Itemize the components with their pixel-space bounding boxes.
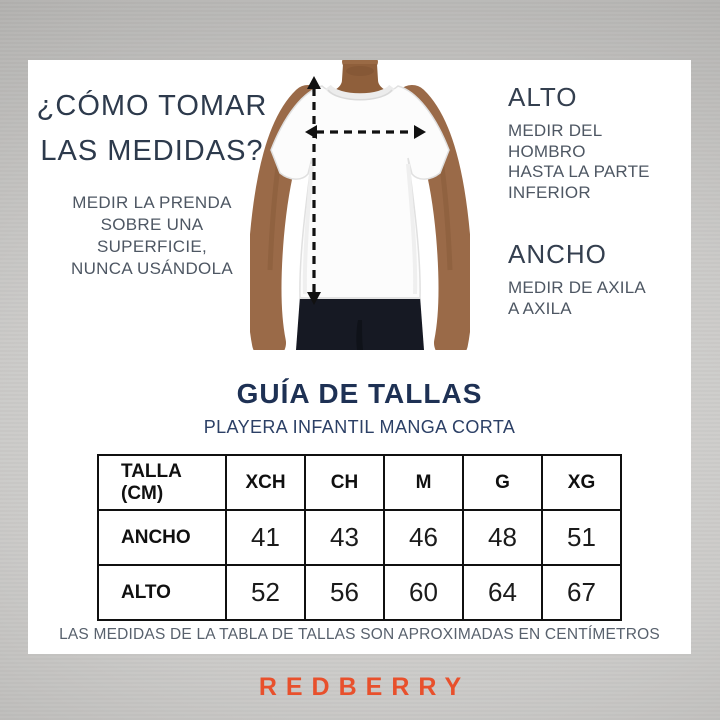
cell-alto-xg: 67	[541, 564, 622, 621]
child-head	[321, 60, 399, 95]
measurement-arrows	[305, 76, 426, 305]
child-tshirt-photo	[250, 60, 470, 350]
alto-title: ALTO	[508, 82, 578, 112]
note-line: MEDIR LA PRENDA	[72, 193, 232, 212]
col-header-talla: TALLA (CM)	[97, 454, 227, 511]
cell-ancho-xg: 51	[541, 509, 622, 566]
alto-desc-line: HASTA LA PARTE	[508, 162, 650, 181]
size-guide-title: GUÍA DE TALLAS	[236, 378, 483, 409]
note-line: NUNCA USÁNDOLA	[71, 259, 233, 278]
cell-ancho-m: 46	[383, 509, 464, 566]
size-table-footnote: LAS MEDIDAS DE LA TABLA DE TALLAS SON AP…	[59, 626, 660, 643]
how-to-measure-heading-line2: LAS MEDIDAS?	[40, 135, 264, 167]
cell-alto-xch: 52	[225, 564, 306, 621]
width-arrow-icon	[305, 125, 426, 139]
ancho-desc-line: MEDIR DE AXILA	[508, 278, 646, 297]
height-arrow-icon	[307, 76, 321, 305]
cell-ancho-g: 48	[462, 509, 543, 566]
cell-alto-m: 60	[383, 564, 464, 621]
how-to-measure-heading: ¿CÓMO TOMAR LAS MEDIDAS?	[34, 84, 270, 174]
alto-measure-block: ALTO MEDIR DEL HOMBRO HASTA LA PARTE INF…	[508, 82, 684, 203]
cell-alto-g: 64	[462, 564, 543, 621]
table-row-ancho: ANCHO 41 43 46 48 51	[97, 509, 622, 566]
alto-desc: MEDIR DEL HOMBRO HASTA LA PARTE INFERIOR	[508, 121, 684, 203]
note-line: SOBRE UNA	[100, 215, 204, 234]
ancho-desc-line: A AXILA	[508, 298, 572, 318]
ancho-desc: MEDIR DE AXILA A AXILA	[508, 278, 684, 319]
alto-desc-line: MEDIR DEL HOMBRO	[508, 121, 602, 161]
cell-ancho-xch: 41	[225, 509, 306, 566]
ancho-measure-block: ANCHO MEDIR DE AXILA A AXILA	[508, 239, 684, 319]
col-header-g: G	[462, 454, 543, 511]
brand-logo: REDBERRY	[258, 673, 471, 701]
jeans	[296, 296, 424, 350]
size-guide-card: ¿CÓMO TOMAR LAS MEDIDAS? MEDIR LA PRENDA…	[28, 60, 691, 654]
ancho-title: ANCHO	[508, 239, 607, 269]
col-header-m: M	[383, 454, 464, 511]
col-header-xg: XG	[541, 454, 622, 511]
row-label-alto: ALTO	[97, 564, 227, 621]
how-to-measure-note: MEDIR LA PRENDA SOBRE UNA SUPERFICIE, NU…	[46, 192, 258, 280]
col-header-ch: CH	[304, 454, 385, 511]
size-guide-subtitle: PLAYERA INFANTIL MANGA CORTA	[203, 417, 516, 437]
cell-alto-ch: 56	[304, 564, 385, 621]
col-header-xch: XCH	[225, 454, 306, 511]
size-table: TALLA (CM) XCH CH M G XG ANCHO 41 43 46 …	[97, 454, 622, 621]
alto-desc-line: INFERIOR	[508, 182, 591, 202]
table-row-alto: ALTO 52 56 60 64 67	[97, 564, 622, 621]
note-line: SUPERFICIE,	[96, 237, 208, 256]
tshirt	[270, 84, 450, 299]
row-label-ancho: ANCHO	[97, 509, 227, 566]
size-table-header-row: TALLA (CM) XCH CH M G XG	[97, 454, 622, 511]
cell-ancho-ch: 43	[304, 509, 385, 566]
how-to-measure-heading-line1: ¿CÓMO TOMAR	[36, 90, 268, 122]
